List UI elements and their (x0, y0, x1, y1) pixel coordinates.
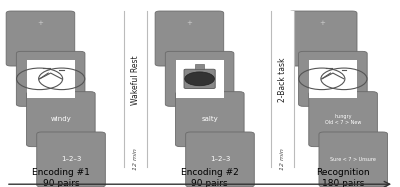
FancyBboxPatch shape (309, 92, 377, 147)
Text: +: + (186, 20, 192, 26)
Text: 12 min: 12 min (280, 148, 285, 170)
Bar (124, 11, 147, 167)
Text: 1–2–3: 1–2–3 (61, 157, 81, 163)
FancyBboxPatch shape (155, 11, 224, 66)
Text: salty: salty (202, 116, 218, 122)
FancyBboxPatch shape (6, 11, 75, 66)
Text: hungry
Old < 7 > New: hungry Old < 7 > New (325, 114, 361, 125)
FancyBboxPatch shape (288, 11, 357, 66)
FancyBboxPatch shape (176, 60, 224, 98)
FancyBboxPatch shape (184, 69, 215, 88)
Text: 90 pairs: 90 pairs (192, 179, 228, 187)
Text: 1–2–3: 1–2–3 (210, 157, 230, 163)
FancyBboxPatch shape (37, 132, 105, 187)
Text: Wakeful Rest: Wakeful Rest (131, 55, 140, 105)
FancyBboxPatch shape (27, 60, 75, 98)
FancyBboxPatch shape (26, 92, 95, 147)
Text: windy: windy (50, 116, 71, 122)
FancyBboxPatch shape (298, 51, 367, 106)
Text: Encoding #2: Encoding #2 (181, 168, 239, 177)
FancyBboxPatch shape (186, 132, 254, 187)
Bar (270, 11, 294, 167)
FancyBboxPatch shape (319, 132, 388, 187)
Circle shape (185, 72, 214, 86)
FancyBboxPatch shape (16, 51, 85, 106)
Text: 12 min: 12 min (133, 148, 138, 170)
Text: Recognition: Recognition (316, 168, 370, 177)
Text: +: + (320, 20, 326, 26)
FancyBboxPatch shape (195, 64, 204, 69)
FancyBboxPatch shape (176, 92, 244, 147)
Text: 90 pairs: 90 pairs (42, 179, 79, 187)
Text: 180 pairs: 180 pairs (322, 179, 364, 187)
Text: +: + (38, 20, 43, 26)
FancyBboxPatch shape (165, 51, 234, 106)
Text: Sure < 7 > Unsure: Sure < 7 > Unsure (330, 157, 376, 162)
FancyBboxPatch shape (309, 60, 357, 98)
Text: Encoding #1: Encoding #1 (32, 168, 90, 177)
Text: 2-Back task: 2-Back task (278, 58, 287, 102)
